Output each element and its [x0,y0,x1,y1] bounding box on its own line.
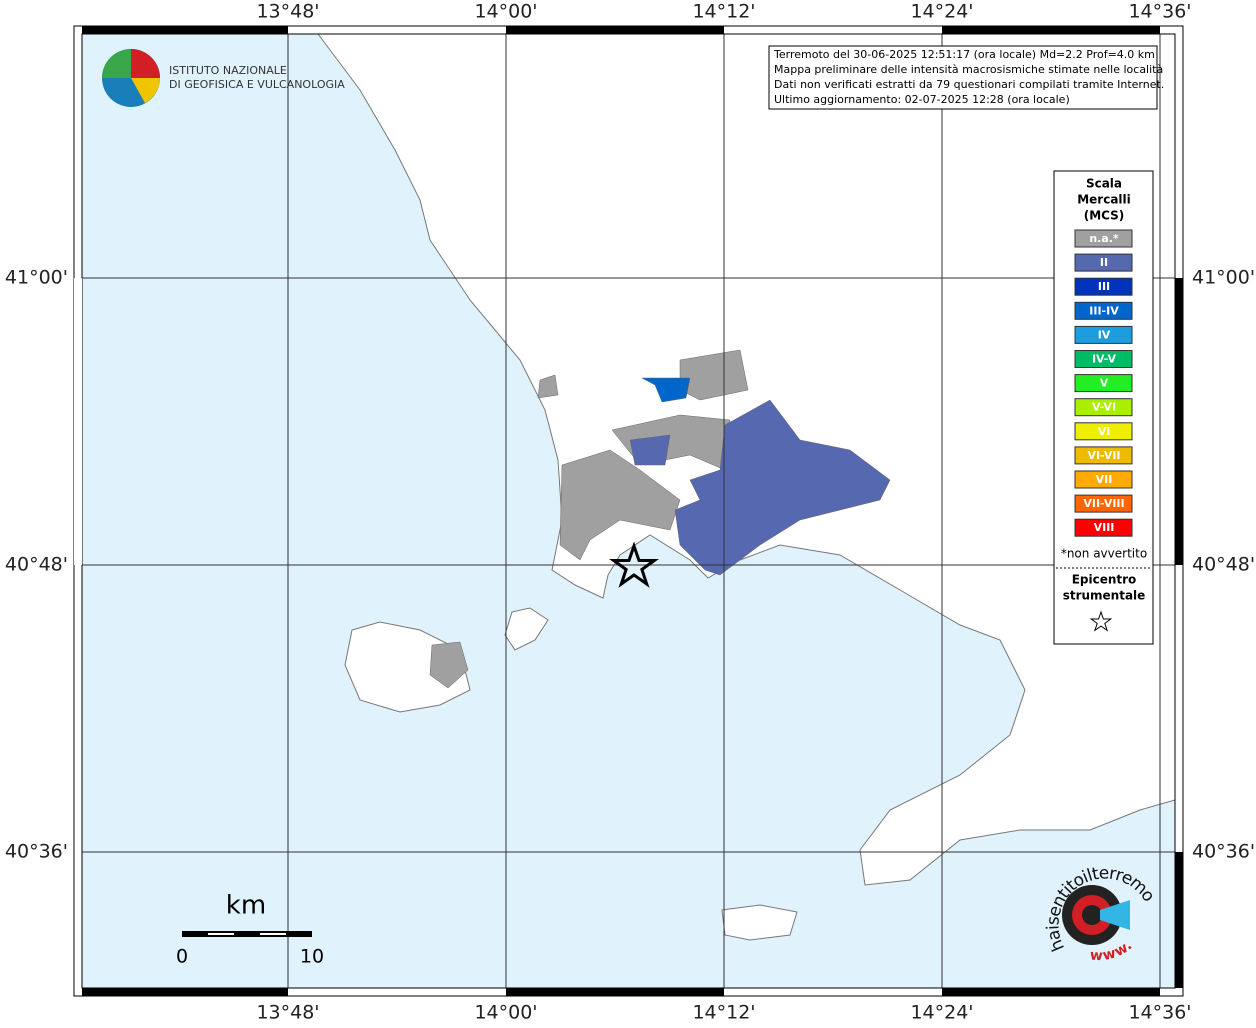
scale-unit: km [226,891,266,921]
lon-label: 14°36' [1128,1,1191,23]
lon-label: 14°12' [692,1002,755,1024]
lon-label: 14°24' [910,1,973,23]
info-line: Ultimo aggiornamento: 02-07-2025 12:28 (… [774,93,1070,106]
legend-swatch [1074,374,1133,393]
lat-label: 40°48' [5,554,68,576]
lat-label: 40°48' [1192,554,1255,576]
epicenter [609,541,659,588]
legend-label: III-IV [1089,304,1119,317]
legend-label: III [1098,280,1110,293]
legend-epicenter: strumentale [1063,589,1146,603]
legend-label: VII-VIII [1083,497,1124,510]
legend-swatch [1074,253,1133,272]
legend-swatch [1074,325,1133,344]
legend-swatch [1074,277,1133,296]
legend-label: IV-V [1092,353,1117,366]
legend-footnote: *non avvertito [1061,547,1147,561]
info-line: Dati non verificati estratti da 79 quest… [774,78,1164,91]
legend-label: VI-VII [1087,449,1120,462]
legend-swatch [1074,350,1133,368]
legend-star [1089,610,1113,632]
info-box [768,45,1158,110]
legend-label: VIII [1094,521,1115,534]
legend-swatch [1074,229,1133,248]
info-line: Terremoto del 30-06-2025 12:51:17 (ora l… [773,48,1155,61]
lon-label: 14°00' [474,1,537,23]
legend-label: IV [1098,328,1111,341]
scale-label: 10 [300,946,324,968]
graticule [82,34,1175,988]
legend-label: II [1100,256,1108,269]
legend-title: (MCS) [1084,209,1125,223]
scale-bar: km 0 10 [176,891,324,968]
legend-label: V [1100,377,1109,390]
legend-epicenter: Epicentro [1072,573,1137,587]
legend-label: n.a.* [1089,232,1119,245]
legend-swatch [1074,446,1133,465]
legend-swatch [1074,470,1133,489]
legend-swatch [1074,518,1133,537]
frame [73,25,1184,997]
lon-label: 14°36' [1128,1002,1191,1024]
legend-swatch [1074,398,1133,417]
intensity-areas [429,349,891,689]
lon-label: 13°48' [256,1,319,23]
legend-swatch [1074,301,1133,320]
legend-label: V-VI [1092,401,1116,414]
legend-title: Mercalli [1077,193,1131,207]
logo-text: DI GEOFISICA E VULCANOLOGIA [169,78,345,91]
ingv-logo: ISTITUTO NAZIONALE DI GEOFISICA E VULCAN… [102,49,345,107]
scale-label: 0 [176,946,188,968]
lon-label: 14°24' [910,1002,973,1024]
lat-label: 40°36' [5,841,68,863]
lon-label: 14°12' [692,1,755,23]
legend-title: Scala [1086,177,1122,191]
lon-label: 13°48' [256,1002,319,1024]
legend-label: VI [1098,425,1111,438]
legend-swatch [1074,422,1133,441]
lat-label: 40°36' [1192,841,1255,863]
logo-text: ISTITUTO NAZIONALE [169,64,287,77]
legend-swatch [1074,494,1133,513]
lon-label: 14°00' [474,1002,537,1024]
legend-label: VII [1096,473,1113,486]
lat-label: 41°00' [5,267,68,289]
info-line: Mappa preliminare delle intensità macros… [774,63,1163,76]
lat-label: 41°00' [1192,267,1255,289]
